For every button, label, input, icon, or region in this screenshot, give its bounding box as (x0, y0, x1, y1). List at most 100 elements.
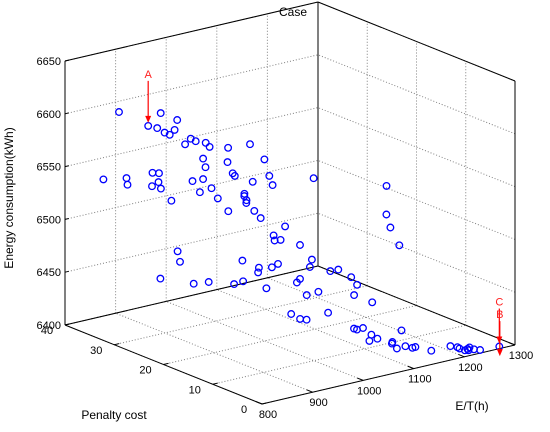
z-tick-label: 6450 (37, 267, 61, 279)
data-point (248, 177, 257, 186)
data-point (154, 178, 163, 187)
z-tick-mark (64, 218, 69, 220)
data-point (347, 273, 356, 282)
data-point (246, 140, 254, 149)
x-tick-label: 1200 (458, 362, 482, 374)
data-point (99, 175, 108, 184)
data-point (254, 263, 263, 272)
data-point (427, 346, 436, 355)
x-tick-mark (458, 353, 465, 358)
data-point (176, 257, 184, 266)
data-point (386, 223, 395, 232)
data-point (240, 192, 249, 201)
x-tick-label: 800 (259, 409, 277, 421)
y-tick-label: 20 (139, 365, 151, 377)
chart-title: Case (279, 5, 307, 19)
data-point (296, 241, 304, 249)
data-point (223, 158, 232, 167)
data-point (268, 181, 277, 190)
data-point (446, 342, 455, 351)
annotation-label: C (495, 297, 503, 309)
annotation-arrowhead (145, 115, 152, 123)
data-point (392, 344, 401, 353)
data-point (250, 206, 259, 215)
data-point (189, 279, 198, 288)
data-point (170, 125, 179, 134)
x-tick-mark (508, 342, 516, 346)
data-point (350, 291, 359, 300)
data-point (230, 280, 239, 289)
data-point (260, 155, 269, 164)
data-point (463, 344, 472, 353)
data-point (181, 140, 190, 149)
data-point (191, 137, 200, 146)
data-point (153, 124, 162, 133)
data-point (455, 344, 464, 353)
data-point (368, 298, 377, 307)
data-point (305, 263, 314, 271)
data-point (199, 154, 208, 163)
x-tick-label: 1000 (357, 385, 381, 397)
grid-line (166, 300, 364, 381)
grid-line (64, 159, 319, 220)
z-tick-mark (64, 112, 69, 115)
z-tick-label: 6400 (37, 320, 61, 332)
data-point (411, 343, 420, 351)
data-point (122, 174, 131, 183)
data-point (201, 163, 210, 172)
y-tick-mark (114, 343, 120, 346)
data-point (274, 259, 282, 268)
data-point (205, 142, 214, 151)
y-axis-label: Penalty cost (81, 408, 147, 422)
grid-line (317, 212, 516, 293)
axes (64, 1, 516, 405)
data-point (324, 308, 333, 317)
y-tick-mark (163, 362, 169, 365)
data-point (276, 235, 285, 244)
data-point (314, 287, 323, 296)
data-point (382, 210, 391, 219)
x-tick-mark (407, 365, 414, 370)
data-point (397, 326, 406, 335)
y-tick-label: 10 (189, 384, 201, 396)
data-point (239, 277, 248, 286)
x-tick-label: 1300 (509, 350, 533, 362)
z-tick-label: 6550 (37, 162, 61, 174)
z-tick-label: 6650 (37, 56, 61, 68)
z-tick-label: 6500 (37, 214, 61, 226)
data-point (262, 284, 271, 293)
data-point (224, 143, 233, 152)
data-point (382, 181, 391, 190)
data-point (123, 180, 132, 189)
grid-line (64, 107, 319, 168)
data-point (148, 168, 157, 177)
z-tick-mark (64, 59, 69, 62)
grid-line (64, 212, 319, 273)
grid-line (212, 324, 466, 385)
data-point (156, 109, 165, 118)
annotation-label: A (145, 69, 153, 81)
data-point (476, 346, 485, 354)
x-axis-label: E/T(h) (455, 399, 488, 413)
grid-line (216, 289, 414, 370)
data-point (195, 188, 204, 197)
annotations: A CB (145, 69, 503, 357)
data-point (256, 214, 265, 223)
z-tick-label: 6600 (37, 109, 61, 121)
data-point (353, 280, 362, 289)
data-point (199, 175, 208, 184)
data-point (350, 324, 358, 333)
x-tick-mark (357, 377, 364, 381)
data-point (242, 199, 251, 207)
annotation-label: B (496, 309, 503, 321)
data-point (201, 138, 210, 147)
grid-line (114, 285, 368, 346)
z-axis-label: Energy consumption(kWh) (2, 127, 16, 268)
data-point (224, 207, 233, 216)
data-point (334, 265, 343, 274)
data-point (401, 342, 410, 351)
data-point (269, 231, 278, 240)
data-point (204, 278, 213, 286)
data-point (326, 267, 335, 276)
